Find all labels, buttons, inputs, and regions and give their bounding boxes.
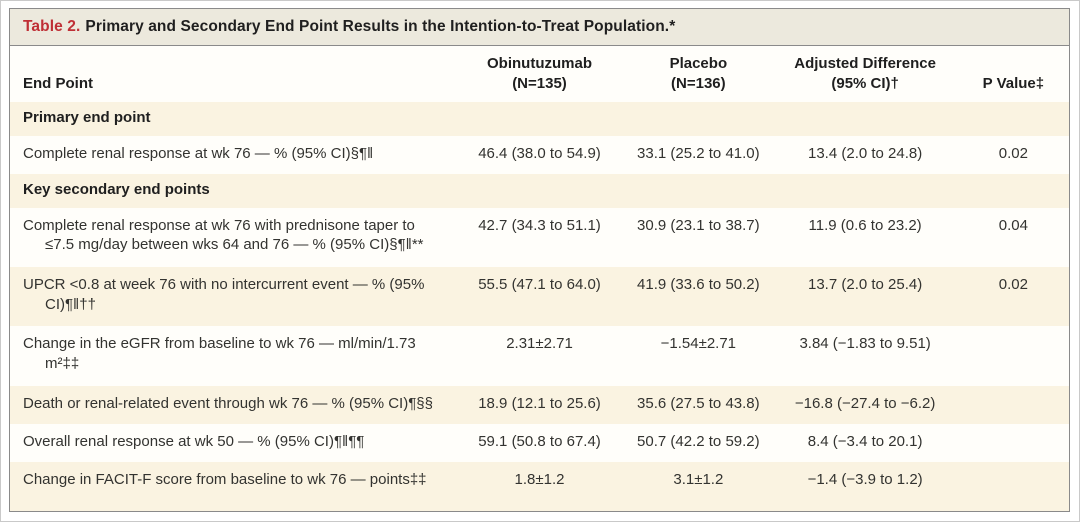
placebo-cell: 35.6 (27.5 to 43.8) xyxy=(624,385,773,424)
col-header-pvalue: P Value‡ xyxy=(957,46,1069,102)
obinutuzumab-cell: 46.4 (38.0 to 54.9) xyxy=(454,135,625,175)
table-row: Change in FACIT-F score from baseline to… xyxy=(10,461,1069,511)
table-frame: Table 2. Primary and Secondary End Point … xyxy=(9,8,1070,512)
table-row: Complete renal response at wk 76 — % (95… xyxy=(10,135,1069,175)
placebo-cell: 3.1±1.2 xyxy=(624,461,773,511)
placebo-cell: 30.9 (23.1 to 38.7) xyxy=(624,207,773,268)
col-header-endpoint: End Point xyxy=(10,46,455,102)
col-header-placebo-line2: (N=136) xyxy=(671,74,726,92)
pvalue-cell: 0.04 xyxy=(957,207,1069,268)
pvalue-cell xyxy=(957,423,1069,462)
col-header-adjusted-line1: Adjusted Difference xyxy=(794,55,936,72)
endpoint-cell: Complete renal response at wk 76 — % (95… xyxy=(10,135,455,175)
col-header-obinutuzumab: Obinutuzumab (N=135) xyxy=(454,46,625,102)
endpoint-cell: Change in FACIT-F score from baseline to… xyxy=(10,461,455,511)
results-table: End Point Obinutuzumab (N=135) Placebo (… xyxy=(10,46,1069,511)
pvalue-cell xyxy=(957,326,1069,386)
section-row-secondary: Key secondary end points xyxy=(10,174,1069,208)
col-header-obinutuzumab-line1: Obinutuzumab xyxy=(487,55,592,72)
table-row: Complete renal response at wk 76 with pr… xyxy=(10,207,1069,268)
table-number-label: Table 2. xyxy=(23,18,81,35)
section-row-primary: Primary end point xyxy=(10,102,1069,136)
obinutuzumab-cell: 1.8±1.2 xyxy=(454,461,625,511)
adjusted-difference-cell: 11.9 (0.6 to 23.2) xyxy=(772,207,958,268)
pvalue-cell: 0.02 xyxy=(957,135,1069,175)
obinutuzumab-cell: 2.31±2.71 xyxy=(454,326,625,386)
adjusted-difference-cell: 13.7 (2.0 to 25.4) xyxy=(772,267,958,327)
endpoint-cell: Change in the eGFR from baseline to wk 7… xyxy=(10,326,455,386)
table-title: Table 2. Primary and Secondary End Point … xyxy=(10,9,1069,46)
adjusted-difference-cell: −1.4 (−3.9 to 1.2) xyxy=(772,461,958,511)
adjusted-difference-cell: 3.84 (−1.83 to 9.51) xyxy=(772,326,958,386)
placebo-cell: −1.54±2.71 xyxy=(624,326,773,386)
table-row: Death or renal-related event through wk … xyxy=(10,385,1069,424)
pvalue-cell xyxy=(957,461,1069,511)
col-header-placebo: Placebo (N=136) xyxy=(624,46,773,102)
obinutuzumab-cell: 18.9 (12.1 to 25.6) xyxy=(454,385,625,424)
section-label: Primary end point xyxy=(10,102,1069,136)
pvalue-cell xyxy=(957,385,1069,424)
table-title-text: Primary and Secondary End Point Results … xyxy=(85,18,676,35)
col-header-obinutuzumab-line2: (N=135) xyxy=(512,74,567,92)
obinutuzumab-cell: 55.5 (47.1 to 64.0) xyxy=(454,267,625,327)
section-label: Key secondary end points xyxy=(10,174,1069,208)
table-row: Change in the eGFR from baseline to wk 7… xyxy=(10,326,1069,386)
placebo-cell: 41.9 (33.6 to 50.2) xyxy=(624,267,773,327)
col-header-adjusted-difference: Adjusted Difference (95% CI)† xyxy=(772,46,958,102)
adjusted-difference-cell: 8.4 (−3.4 to 20.1) xyxy=(772,423,958,462)
pvalue-cell: 0.02 xyxy=(957,267,1069,327)
placebo-cell: 50.7 (42.2 to 59.2) xyxy=(624,423,773,462)
col-header-placebo-line1: Placebo xyxy=(669,55,728,72)
obinutuzumab-cell: 59.1 (50.8 to 67.4) xyxy=(454,423,625,462)
table-row: UPCR <0.8 at week 76 with no intercurren… xyxy=(10,267,1069,327)
endpoint-cell: Death or renal-related event through wk … xyxy=(10,385,455,424)
obinutuzumab-cell: 42.7 (34.3 to 51.1) xyxy=(454,207,625,268)
placebo-cell: 33.1 (25.2 to 41.0) xyxy=(624,135,773,175)
adjusted-difference-cell: 13.4 (2.0 to 24.8) xyxy=(772,135,958,175)
endpoint-cell: Complete renal response at wk 76 with pr… xyxy=(10,207,455,268)
header-row: End Point Obinutuzumab (N=135) Placebo (… xyxy=(10,46,1069,102)
adjusted-difference-cell: −16.8 (−27.4 to −6.2) xyxy=(772,385,958,424)
table-row: Overall renal response at wk 50 — % (95%… xyxy=(10,423,1069,462)
endpoint-cell: UPCR <0.8 at week 76 with no intercurren… xyxy=(10,267,455,327)
endpoint-cell: Overall renal response at wk 50 — % (95%… xyxy=(10,423,455,462)
col-header-adjusted-line2: (95% CI)† xyxy=(831,74,899,92)
